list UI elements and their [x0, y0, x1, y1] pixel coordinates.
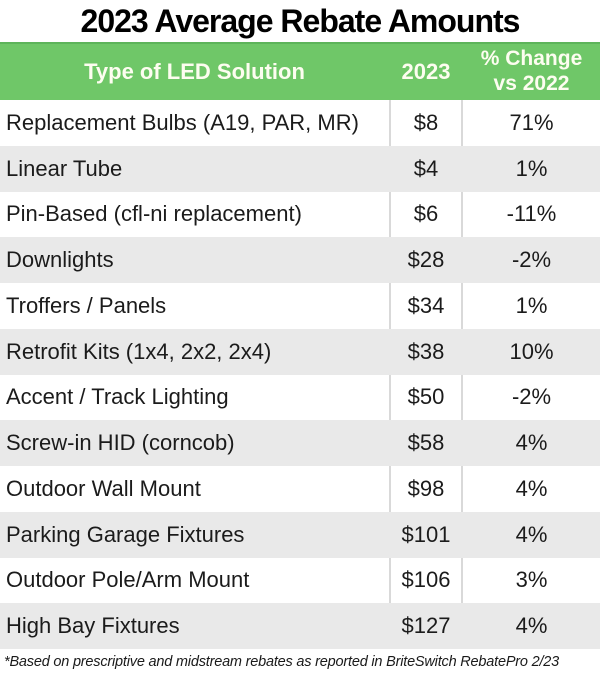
table-row: High Bay Fixtures $127 4%: [0, 603, 600, 649]
cell-2023-amount: $8: [389, 100, 463, 146]
cell-percent-change: 1%: [515, 155, 548, 181]
cell-percent-change: -2%: [511, 384, 552, 410]
table-row: Troffers / Panels $34 1%: [0, 283, 600, 329]
table-body: Replacement Bulbs (A19, PAR, MR) $8 71% Lin…: [0, 100, 600, 649]
cell-2023-amount: $101: [401, 521, 451, 547]
column-header-type-of-led-solution: Type of LED Solution: [84, 59, 305, 84]
table-row: Retrofit Kits (1x4, 2x2, 2x4) $38 10%: [0, 328, 600, 375]
cell-2023-amount: $58: [407, 430, 445, 456]
cell-led-solution-type: Pin-Based (cfl-ni replacement): [6, 201, 302, 227]
cell-led-solution-type: High Bay Fixtures: [6, 613, 180, 639]
cell-percent-change: 4%: [515, 430, 548, 456]
cell-percent-change: 1%: [515, 292, 548, 318]
footnote: *Based on prescriptive and midstream reb…: [4, 654, 560, 670]
table-row: Downlights $28 -2%: [0, 237, 600, 283]
cell-percent-change: -2%: [511, 247, 552, 273]
cell-2023-amount: $106: [389, 557, 463, 604]
table-row: Outdoor Wall Mount $98 4%: [0, 466, 600, 512]
cell-2023-amount: $127: [401, 613, 451, 639]
cell-2023-amount: $4: [413, 155, 439, 181]
cell-led-solution-type: Linear Tube: [6, 155, 123, 181]
cell-2023-amount: $28: [407, 247, 445, 273]
cell-percent-change: 10%: [509, 338, 554, 364]
cell-2023-amount: $6: [389, 191, 463, 238]
cell-percent-change: 4%: [515, 521, 548, 547]
cell-2023-amount: $50: [389, 374, 463, 421]
cell-percent-change: 4%: [515, 613, 548, 639]
cell-2023-amount: $34: [389, 283, 463, 329]
cell-led-solution-type: Outdoor Pole/Arm Mount: [6, 567, 250, 593]
rebate-table-infographic: 2023 Average Rebate Amounts Type of LED …: [0, 2, 600, 670]
cell-led-solution-type: Screw-in HID (corncob): [6, 430, 235, 456]
table-row: Accent / Track Lighting $50 -2%: [0, 374, 600, 421]
table-row: Outdoor Pole/Arm Mount $106 3%: [0, 557, 600, 604]
table-row: Parking Garage Fixtures $101 4%: [0, 511, 600, 558]
cell-led-solution-type: Troffers / Panels: [6, 292, 167, 318]
table-header-row: Type of LED Solution 2023 % Change vs 20…: [0, 42, 600, 100]
cell-led-solution-type: Retrofit Kits (1x4, 2x2, 2x4): [6, 338, 272, 364]
cell-2023-amount: $98: [389, 466, 463, 512]
cell-percent-change: -11%: [506, 201, 557, 227]
cell-percent-change: 3%: [515, 567, 548, 593]
column-header-percent-change-vs-2022: % Change vs 2022: [480, 47, 583, 95]
cell-percent-change: 4%: [515, 475, 548, 501]
table-row: Linear Tube $4 1%: [0, 145, 600, 192]
cell-led-solution-type: Accent / Track Lighting: [6, 384, 229, 410]
column-header-2023: 2023: [401, 59, 451, 84]
cell-percent-change: 71%: [509, 109, 554, 135]
cell-led-solution-type: Parking Garage Fixtures: [6, 521, 245, 547]
table-row: Screw-in HID (corncob) $58 4%: [0, 420, 600, 466]
cell-led-solution-type: Replacement Bulbs (A19, PAR, MR): [6, 109, 359, 135]
cell-led-solution-type: Outdoor Wall Mount: [6, 475, 201, 501]
cell-led-solution-type: Downlights: [6, 247, 114, 273]
page-title: 2023 Average Rebate Amounts: [80, 2, 521, 39]
cell-2023-amount: $38: [407, 338, 445, 364]
table-row: Pin-Based (cfl-ni replacement) $6 -11%: [0, 191, 600, 238]
table-row: Replacement Bulbs (A19, PAR, MR) $8 71%: [0, 100, 600, 146]
